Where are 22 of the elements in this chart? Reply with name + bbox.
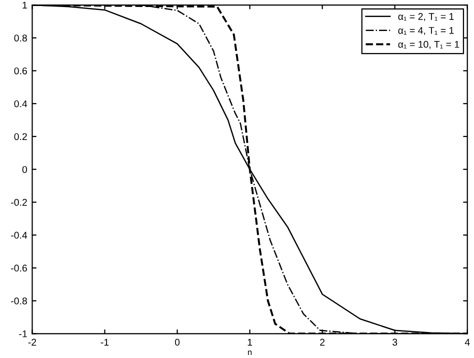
x-tick-label: 2 — [320, 338, 325, 346]
y-tick-label: 0 — [22, 166, 27, 173]
x-tick-label: 0 — [174, 338, 180, 346]
y-tick-label: -0.4 — [11, 232, 28, 239]
y-tick-label: 0.6 — [14, 67, 27, 74]
legend-label: α₁ = 4, T₁ = 1 — [398, 27, 454, 36]
y-tick-label: 1 — [22, 2, 27, 9]
legend-label: α₁ = 2, T₁ = 1 — [398, 13, 454, 22]
x-tick-label: 1 — [248, 338, 252, 346]
x-axis-title: n — [248, 350, 252, 356]
y-tick-label: -1 — [19, 330, 27, 338]
x-tick-label: 4 — [464, 338, 470, 346]
y-tick-label: 0.2 — [14, 133, 27, 140]
y-tick-label: 0.4 — [14, 100, 28, 108]
y-tick-label: -0.2 — [11, 198, 27, 206]
y-tick-label: 0.8 — [14, 34, 27, 42]
x-tick-label: -1 — [100, 338, 109, 346]
y-tick-label: -0.6 — [11, 264, 27, 272]
x-tick-label: -2 — [28, 338, 36, 346]
y-tick-label: -0.8 — [11, 298, 27, 304]
x-tick-label: 3 — [392, 338, 398, 346]
legend-label: α₁ = 10, T₁ = 1 — [398, 40, 460, 49]
